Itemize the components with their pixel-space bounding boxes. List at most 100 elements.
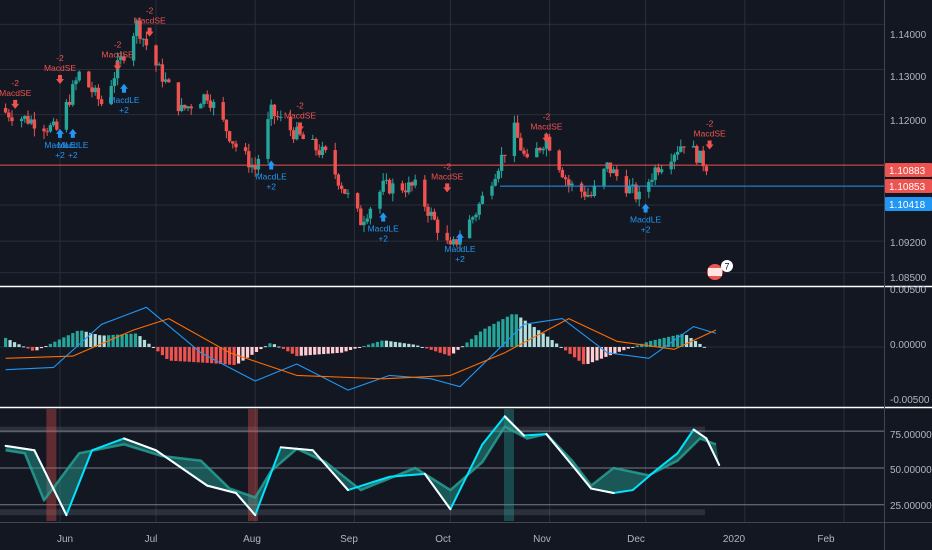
macd-hist-bar-pos <box>649 340 653 347</box>
candle-up <box>477 203 481 215</box>
price-tag-close[interactable]: 1.10853 <box>885 179 932 193</box>
macd-hist-bar-pos <box>4 337 8 347</box>
price-tag-bg <box>885 179 932 193</box>
stoch-tick: 75.00000 <box>890 430 932 441</box>
macd-hist-bar-pos <box>75 330 79 347</box>
candle-up <box>631 184 635 186</box>
signal-qty: -2 <box>11 78 19 88</box>
macd-hist-bar-neg <box>281 347 285 349</box>
macd-pane[interactable] <box>4 306 717 391</box>
macd-hist-bar-neg <box>295 347 299 357</box>
macd-hist-bar-pos <box>102 335 106 347</box>
macd-hist-bar-pos <box>80 330 84 347</box>
price-tag-last[interactable]: 1.10883 <box>885 163 932 177</box>
macd-hist-bar-pos <box>138 336 142 347</box>
candle-up <box>320 146 325 155</box>
signal-label: MacdSE <box>134 16 166 26</box>
candle-up <box>51 121 56 126</box>
price-tick: 1.14000 <box>890 30 927 41</box>
events-badge[interactable]: 7 <box>707 260 733 280</box>
candle-up <box>679 146 683 152</box>
signal-qty: -2 <box>146 6 154 16</box>
candle-up <box>311 138 315 140</box>
candle-up <box>199 104 203 109</box>
time-label: 2020 <box>723 534 746 545</box>
stoch-oversold-band <box>0 509 705 516</box>
macd-hist-bar-pos <box>116 334 120 347</box>
candle-down <box>90 87 94 93</box>
price-tag-value: 1.10418 <box>889 200 926 211</box>
short-arrow-icon <box>443 183 452 193</box>
macd-hist-bar-pos <box>505 316 509 347</box>
candle-up <box>698 150 702 163</box>
candle-down <box>55 121 59 130</box>
candle-up <box>368 208 373 219</box>
time-label: Sep <box>340 534 358 545</box>
macd-hist-bar-neg <box>331 347 335 354</box>
candle-up <box>675 151 680 155</box>
time-label: Dec <box>627 534 645 545</box>
macd-hist-bar-pos <box>268 343 272 347</box>
macd-hist-bar-pos <box>398 342 402 347</box>
candle-up <box>490 185 494 196</box>
macd-hist-bar-neg <box>39 347 44 349</box>
time-label: Nov <box>533 534 551 545</box>
macd-hist-bar-neg <box>290 347 294 354</box>
candle-up <box>496 170 501 179</box>
candle-down <box>656 167 661 173</box>
time-label: Aug <box>243 534 261 545</box>
candle-down <box>515 122 520 138</box>
macd-hist-bar-pos <box>8 340 12 347</box>
long-arrow-icon <box>267 160 276 170</box>
macd-hist-bar-neg <box>232 347 236 366</box>
macd-hist-bar-neg <box>572 347 577 358</box>
macd-hist-bar-pos <box>93 334 97 347</box>
macd-hist-bar-neg <box>322 347 326 355</box>
stoch-tick: 25.00000 <box>890 501 932 512</box>
candle-up <box>266 119 270 159</box>
candle-down <box>288 116 293 131</box>
macd-hist-bar-pos <box>653 339 657 347</box>
macd-hist-bar-neg <box>308 347 312 356</box>
signal-highlights <box>46 409 514 521</box>
candle-down <box>343 188 347 194</box>
signal-qty: +2 <box>55 150 65 160</box>
candle-down <box>32 119 37 129</box>
candle-down <box>231 141 235 144</box>
candle-down <box>138 20 142 39</box>
candle-up <box>202 94 206 105</box>
stochastic-pane[interactable] <box>4 415 721 517</box>
macd-hist-bar-pos <box>510 314 514 347</box>
candle-up <box>384 179 389 181</box>
macd-hist-bar-pos <box>111 334 115 347</box>
macd-hist-bar-neg <box>613 347 617 354</box>
candle-down <box>221 102 225 120</box>
candle-down <box>208 100 213 108</box>
macd-hist-bar-neg <box>317 347 321 355</box>
stoch-overbought-band <box>0 426 705 433</box>
candle-down <box>323 146 328 151</box>
macd-hist-bar-pos <box>496 321 500 347</box>
macd-hist-bar-neg <box>178 347 182 362</box>
macd-hist-bar-pos <box>133 333 138 347</box>
macd-hist-bar-neg <box>626 347 630 349</box>
macd-hist-bar-neg <box>299 347 303 356</box>
candle-up <box>119 56 123 61</box>
macd-hist-bar-pos <box>514 314 518 347</box>
stoch-fast-down-segment <box>571 464 593 490</box>
candle-up <box>407 182 411 193</box>
candle-up <box>157 64 161 66</box>
stoch-fast-down-segment <box>311 449 349 492</box>
macd-hist-bar-pos <box>411 344 415 347</box>
flag-icon-stripe <box>708 268 722 276</box>
macd-hist-bar-pos <box>66 335 70 347</box>
price-tag-level[interactable]: 1.10418 <box>885 197 932 211</box>
candle-up <box>391 183 395 194</box>
price-pane[interactable] <box>0 17 884 252</box>
candle-up <box>512 122 517 157</box>
candle-up <box>659 169 664 173</box>
candle-down <box>122 56 126 61</box>
candle-up <box>141 38 145 40</box>
candle-up <box>71 84 75 105</box>
